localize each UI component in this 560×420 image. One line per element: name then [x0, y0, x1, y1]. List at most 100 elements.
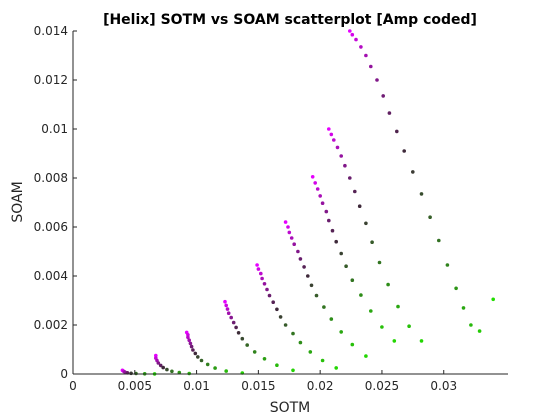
data-point	[324, 209, 329, 214]
data-point	[231, 320, 236, 325]
data-point	[205, 362, 210, 367]
x-tick-label: 0.025	[365, 379, 399, 393]
y-tick-label: 0.012	[34, 73, 68, 87]
data-point	[469, 323, 473, 327]
data-point	[314, 293, 319, 298]
data-point	[461, 306, 466, 310]
x-tick-label: 0.005	[118, 379, 152, 393]
data-point	[188, 341, 193, 346]
data-point	[339, 251, 344, 256]
data-point	[161, 365, 165, 370]
data-point	[350, 278, 355, 283]
data-point	[165, 367, 169, 372]
data-point	[386, 282, 390, 287]
data-point	[369, 64, 373, 69]
data-point	[291, 368, 295, 373]
data-point	[369, 309, 373, 313]
y-ticks: 0 0.002 0.004 0.006 0.008 0.01 0.012 0.014	[34, 24, 77, 381]
data-point	[419, 339, 424, 343]
data-point	[392, 339, 397, 343]
data-point	[224, 369, 228, 373]
data-point	[322, 305, 326, 309]
data-point	[193, 351, 198, 356]
data-point	[298, 340, 303, 345]
data-point	[271, 300, 276, 305]
y-tick-label: 0.006	[34, 220, 68, 234]
data-point	[226, 311, 231, 316]
data-point	[332, 138, 336, 142]
data-point	[289, 236, 294, 240]
data-point	[283, 220, 288, 224]
data-point	[196, 355, 200, 359]
x-tick-label: 0.01	[183, 379, 210, 393]
data-point	[377, 260, 382, 265]
x-ticks: 0 0.005 0.01 0.015 0.02 0.025 0.03	[69, 370, 457, 393]
data-point	[344, 264, 348, 269]
data-point	[292, 242, 297, 246]
data-point	[339, 330, 344, 334]
x-tick-label: 0.015	[241, 379, 275, 393]
x-tick-label: 0	[69, 379, 77, 393]
data-point	[396, 304, 400, 309]
data-point	[334, 239, 339, 244]
data-point	[186, 333, 190, 337]
data-point	[320, 201, 325, 205]
data-point	[387, 111, 392, 115]
data-point	[260, 276, 264, 281]
data-point	[275, 307, 279, 312]
x-tick-label: 0.02	[307, 379, 334, 393]
data-point	[491, 297, 496, 302]
data-point	[359, 45, 363, 49]
y-tick-label: 0.002	[34, 318, 68, 332]
data-point	[267, 293, 272, 298]
data-point	[255, 263, 259, 267]
data-point	[454, 286, 458, 291]
data-point	[407, 324, 411, 329]
data-point	[283, 323, 288, 327]
data-point	[298, 257, 303, 261]
data-point	[240, 336, 245, 341]
data-point	[411, 170, 415, 174]
data-point	[348, 176, 352, 180]
data-point	[308, 350, 313, 354]
data-point	[348, 29, 352, 33]
data-point	[343, 163, 347, 168]
data-point	[354, 37, 358, 42]
data-point	[287, 230, 292, 235]
data-point	[310, 175, 315, 179]
data-point	[370, 240, 374, 244]
data-point	[223, 299, 227, 304]
data-point	[302, 265, 306, 269]
data-point	[320, 358, 325, 363]
x-tick-label: 0.03	[430, 379, 457, 393]
y-tick-label: 0.014	[34, 24, 68, 38]
data-point	[381, 94, 386, 98]
data-point	[329, 317, 334, 321]
data-point	[225, 307, 230, 311]
data-point	[158, 363, 163, 368]
y-tick-label: 0.004	[34, 269, 68, 283]
data-point	[156, 361, 161, 365]
data-point	[318, 194, 323, 198]
data-point	[419, 192, 424, 196]
data-point	[364, 221, 368, 226]
data-point	[187, 338, 191, 343]
data-point	[256, 267, 261, 271]
data-point	[327, 127, 331, 131]
data-point	[445, 263, 450, 267]
data-point	[309, 283, 314, 288]
data-point	[477, 329, 482, 333]
data-point	[286, 225, 290, 229]
data-point	[437, 238, 441, 243]
data-point	[306, 274, 310, 278]
data-point	[395, 129, 399, 134]
data-point	[380, 325, 384, 329]
data-point	[191, 348, 195, 352]
data-point	[402, 149, 407, 153]
data-point	[259, 271, 263, 276]
data-point	[350, 342, 355, 347]
data-point	[229, 315, 233, 320]
data-point	[375, 78, 379, 82]
data-point	[224, 303, 228, 308]
